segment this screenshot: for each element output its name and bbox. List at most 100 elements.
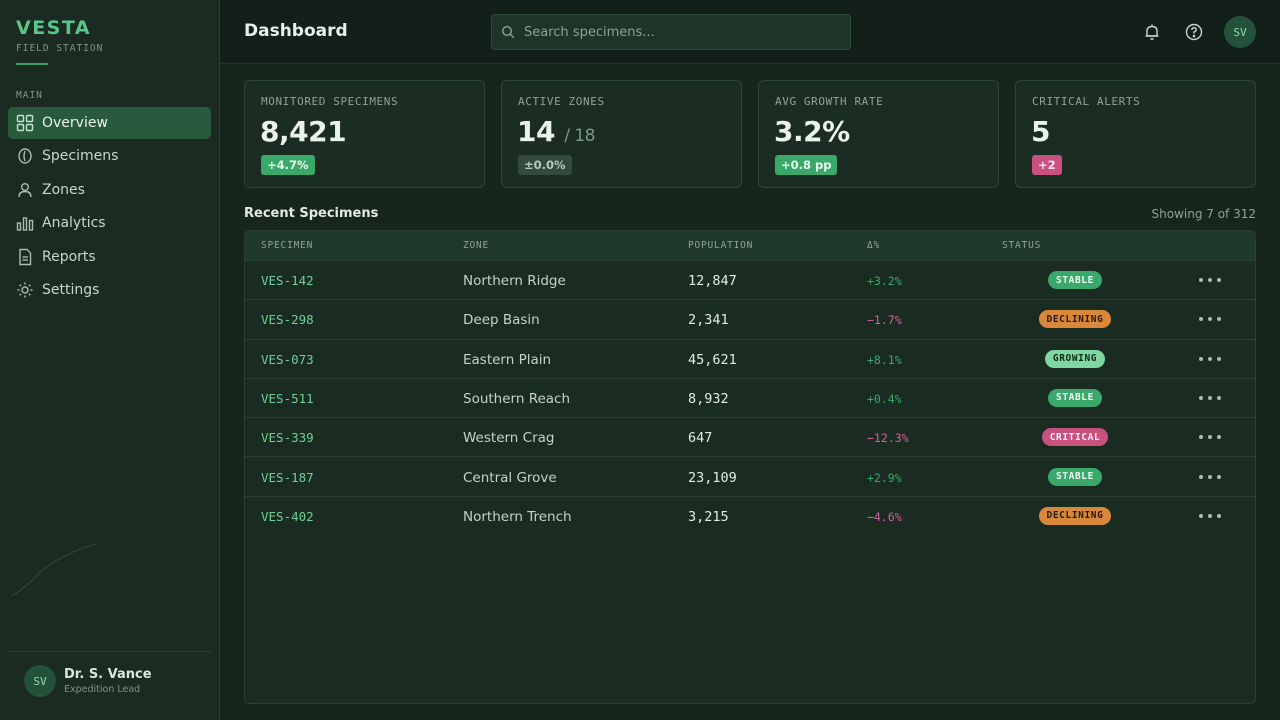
status-cell: STABLE <box>1025 467 1125 486</box>
top-header: Dashboard SV <box>220 0 1280 64</box>
sidebar-nav: Overview Specimens Zones <box>8 107 211 307</box>
row-actions-button[interactable] <box>1196 389 1224 407</box>
status-badge: STABLE <box>1048 388 1102 407</box>
header-avatar[interactable]: SV <box>1224 16 1256 48</box>
status-cell: GROWING <box>1025 349 1125 368</box>
table-row[interactable]: VES-298 Deep Basin 2,341 −1.7% DECLINING <box>245 300 1255 340</box>
stat-label: MONITORED SPECIMENS <box>261 95 399 108</box>
specimen-id[interactable]: VES-402 <box>261 508 314 524</box>
search-icon <box>501 25 515 39</box>
specimen-id[interactable]: VES-187 <box>261 469 314 485</box>
search-input[interactable] <box>524 15 844 49</box>
specimen-id[interactable]: VES-298 <box>261 312 314 328</box>
population-value: 23,109 <box>688 469 737 486</box>
brand-subtitle: FIELD STATION <box>16 43 104 54</box>
specimen-id[interactable]: VES-511 <box>261 390 314 406</box>
row-actions-button[interactable] <box>1196 468 1224 486</box>
help-button[interactable] <box>1183 21 1205 43</box>
stat-value-main: 14 <box>517 115 555 148</box>
delta-value: −4.6% <box>867 509 902 524</box>
stat-card-active-zones: ACTIVE ZONES 14 / 18 ±0.0% <box>501 80 742 188</box>
user-profile[interactable]: SV Dr. S. Vance Expedition Lead <box>8 651 211 720</box>
status-badge: GROWING <box>1044 349 1106 368</box>
zone-name: Deep Basin <box>463 312 540 329</box>
brand: VESTA FIELD STATION <box>16 17 103 65</box>
stat-label: ACTIVE ZONES <box>518 95 605 108</box>
sidebar-item-zones[interactable]: Zones <box>8 174 211 206</box>
sidebar-item-reports[interactable]: Reports <box>8 241 211 273</box>
avatar: SV <box>24 665 56 697</box>
zone-name: Northern Trench <box>463 508 572 525</box>
status-badge: CRITICAL <box>1041 428 1109 447</box>
specimen-id[interactable]: VES-142 <box>261 273 314 288</box>
stat-label: AVG GROWTH RATE <box>775 95 884 108</box>
row-actions-button[interactable] <box>1196 271 1224 289</box>
bell-icon <box>1145 24 1159 40</box>
zone-name: Northern Ridge <box>463 273 566 289</box>
help-icon <box>1185 23 1203 41</box>
stat-card-critical-alerts: CRITICAL ALERTS 5 +2 <box>1015 80 1256 188</box>
status-cell: STABLE <box>1025 271 1125 289</box>
table-count: Showing 7 of 312 <box>1151 207 1256 221</box>
decorative-curve <box>11 543 97 597</box>
sidebar-item-label: Zones <box>42 181 85 198</box>
more-dots-icon <box>1199 513 1221 518</box>
table-row[interactable]: VES-339 Western Crag 647 −12.3% CRITICAL <box>245 418 1255 458</box>
more-dots-icon <box>1199 474 1221 479</box>
column-header-zone[interactable]: ZONE <box>463 240 490 251</box>
column-header-population[interactable]: POPULATION <box>688 240 754 251</box>
status-cell: CRITICAL <box>1025 428 1125 447</box>
person-icon <box>16 181 34 199</box>
more-dots-icon <box>1199 395 1221 400</box>
more-dots-icon <box>1199 356 1221 361</box>
stat-card-monitored-specimens: MONITORED SPECIMENS 8,421 +4.7% <box>244 80 485 188</box>
status-badge: STABLE <box>1048 271 1102 289</box>
delta-value: +0.4% <box>867 391 902 406</box>
leaf-icon <box>16 147 34 165</box>
column-header-status[interactable]: STATUS <box>1002 240 1042 251</box>
zone-name: Eastern Plain <box>463 351 552 368</box>
specimen-id[interactable]: VES-339 <box>261 430 314 446</box>
sidebar-item-settings[interactable]: Settings <box>8 274 211 306</box>
user-name: Dr. S. Vance <box>64 667 152 682</box>
stat-value: 8,421 <box>260 115 347 148</box>
sidebar-item-analytics[interactable]: Analytics <box>8 207 211 239</box>
population-value: 12,847 <box>688 273 737 289</box>
table-header: SPECIMEN ZONE POPULATION Δ% STATUS <box>245 231 1255 261</box>
sidebar-item-specimens[interactable]: Specimens <box>8 140 211 172</box>
more-dots-icon <box>1199 317 1221 322</box>
population-value: 45,621 <box>688 351 737 368</box>
table-row[interactable]: VES-402 Northern Trench 3,215 −4.6% DECL… <box>245 497 1255 536</box>
row-actions-button[interactable] <box>1196 428 1224 446</box>
nav-section-label: MAIN <box>16 90 43 101</box>
stat-value: 14 / 18 <box>517 115 595 148</box>
status-cell: DECLINING <box>1025 310 1125 329</box>
sidebar-item-overview[interactable]: Overview <box>8 107 211 139</box>
search-box[interactable] <box>491 14 851 50</box>
stat-delta-badge: ±0.0% <box>518 155 572 175</box>
stat-value-sub: / 18 <box>564 126 595 146</box>
more-dots-icon <box>1199 278 1221 282</box>
row-actions-button[interactable] <box>1196 310 1224 328</box>
table-row[interactable]: VES-511 Southern Reach 8,932 +0.4% STABL… <box>245 379 1255 419</box>
page-title: Dashboard <box>244 21 348 41</box>
bar-chart-icon <box>16 214 34 232</box>
specimen-id[interactable]: VES-073 <box>261 351 314 367</box>
row-actions-button[interactable] <box>1196 507 1224 525</box>
notifications-button[interactable] <box>1141 21 1163 43</box>
table-row[interactable]: VES-142 Northern Ridge 12,847 +3.2% STAB… <box>245 261 1255 301</box>
table-row[interactable]: VES-187 Central Grove 23,109 +2.9% STABL… <box>245 458 1255 497</box>
document-icon <box>16 248 34 266</box>
column-header-delta[interactable]: Δ% <box>867 240 881 251</box>
stat-label: CRITICAL ALERTS <box>1032 95 1141 108</box>
stat-card-avg-growth-rate: AVG GROWTH RATE 3.2% +0.8 pp <box>758 80 999 188</box>
stat-value: 5 <box>1031 115 1050 148</box>
population-value: 647 <box>688 430 713 447</box>
column-header-specimen[interactable]: SPECIMEN <box>261 240 314 251</box>
table-row[interactable]: VES-073 Eastern Plain 45,621 +8.1% GROWI… <box>245 340 1255 379</box>
zone-name: Western Crag <box>463 430 555 447</box>
stat-value: 3.2% <box>774 115 850 148</box>
sidebar-item-label: Analytics <box>42 215 106 232</box>
row-actions-button[interactable] <box>1196 350 1224 368</box>
sidebar-item-label: Settings <box>42 281 100 298</box>
